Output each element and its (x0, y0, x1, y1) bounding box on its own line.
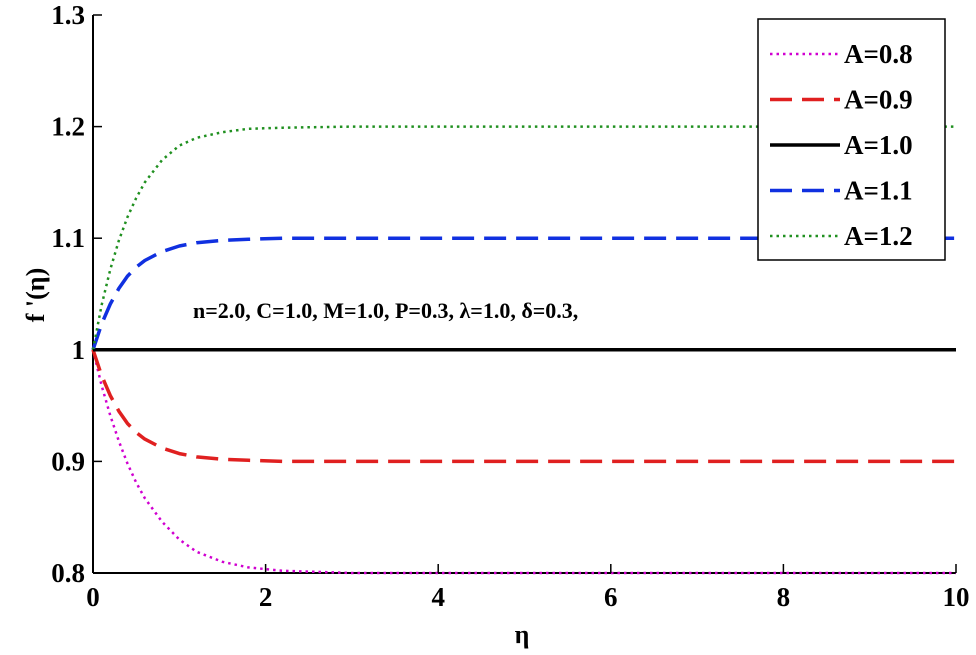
ticks-layer: 0 2 4 6 8 10 0.8 0.9 1 1.1 1.2 1.3 (51, 0, 969, 612)
legend-label: A=1.0 (844, 130, 913, 160)
legend-label: A=0.9 (844, 85, 913, 115)
y-tick-label: 1.2 (51, 112, 85, 142)
y-axis-label: f '(η) (21, 268, 50, 322)
x-tick-label: 10 (943, 582, 970, 612)
x-tick-label: 8 (777, 582, 791, 612)
y-tick-label: 1 (72, 335, 86, 365)
series-line-A=0.8 (91, 349, 956, 575)
y-tick-label: 1.3 (51, 0, 85, 30)
x-tick-label: 2 (259, 582, 273, 612)
x-axis-label: η (515, 620, 530, 649)
parameter-annotation: n=2.0, C=1.0, M=1.0, P=0.3, λ=1.0, δ=0.3… (193, 298, 578, 323)
legend-label: A=1.2 (844, 221, 913, 251)
legend-label: A=0.8 (844, 39, 913, 69)
plot-area (92, 15, 956, 574)
legend-label: A=1.1 (844, 176, 913, 206)
x-tick-label: 4 (431, 582, 445, 612)
series-layer (91, 125, 956, 575)
legend: A=0.8 A=0.9 A=1.0 A=1.1 A=1.2 (757, 18, 946, 261)
y-tick-label: 0.9 (51, 446, 85, 476)
series-line-A=0.9 (91, 349, 956, 464)
series-line-A=1.1 (91, 236, 956, 351)
y-tick-label: 1.1 (51, 223, 85, 253)
y-tick-label: 0.8 (51, 558, 85, 588)
legend-box (757, 18, 946, 261)
x-tick-label: 0 (86, 582, 100, 612)
x-tick-label: 6 (604, 582, 618, 612)
